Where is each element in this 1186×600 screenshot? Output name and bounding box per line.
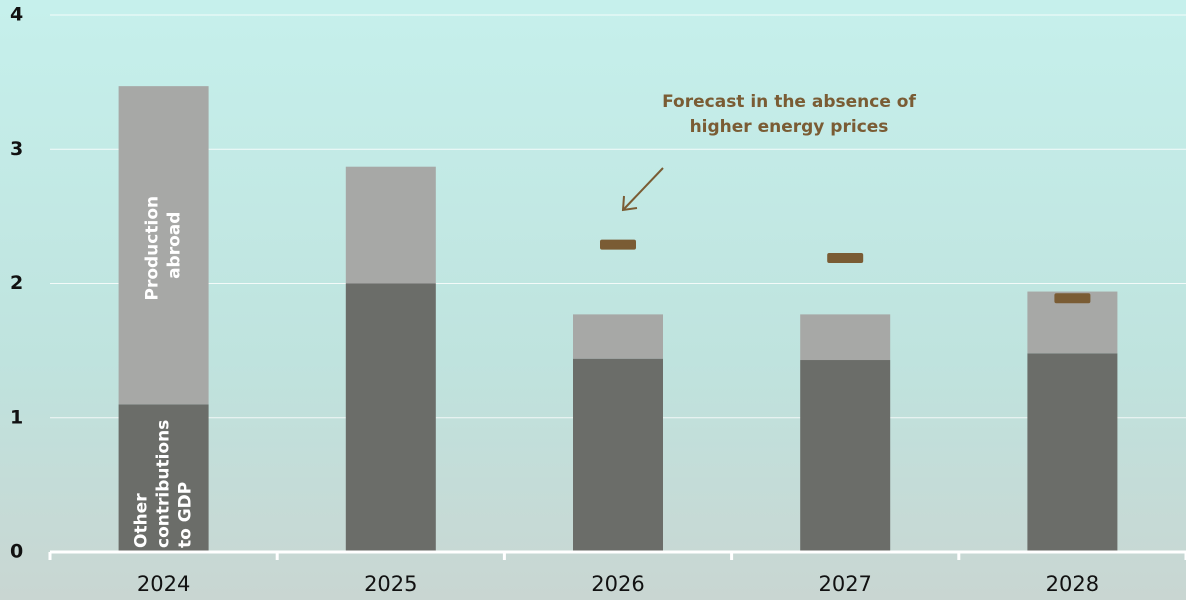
y-tick-label: 3 — [10, 138, 23, 160]
bar-segment — [573, 358, 663, 552]
x-tick-label: 2024 — [137, 572, 190, 596]
bar-segment — [345, 166, 436, 284]
bar-segment — [800, 314, 891, 361]
forecast-marker — [600, 239, 636, 250]
annotation-arrowhead — [621, 195, 638, 212]
bar-segment — [118, 86, 209, 405]
x-tick-label: 2027 — [818, 572, 871, 596]
bar-segment — [800, 360, 891, 552]
annotation-line: higher energy prices — [690, 117, 889, 137]
y-tick-label: 4 — [10, 4, 23, 26]
y-tick-label: 0 — [10, 541, 23, 563]
x-tick-label: 2028 — [1046, 572, 1099, 596]
y-tick-label: 2 — [10, 272, 23, 294]
annotation-arrow — [623, 167, 664, 210]
x-tick-label: 2026 — [591, 572, 644, 596]
x-tick-label: 2025 — [364, 572, 417, 596]
series-label: Other contributions to GDP — [132, 414, 196, 548]
forecast-marker — [827, 252, 864, 263]
bar-segment — [345, 283, 436, 552]
bar-segment — [573, 314, 663, 359]
bar-segment — [1027, 353, 1118, 552]
y-tick-label: 1 — [10, 406, 23, 428]
annotation-line: Forecast in the absence of — [662, 92, 916, 112]
forecast-marker — [1054, 293, 1091, 304]
bar-segment — [118, 404, 209, 552]
series-label: Production abroad — [143, 190, 185, 301]
